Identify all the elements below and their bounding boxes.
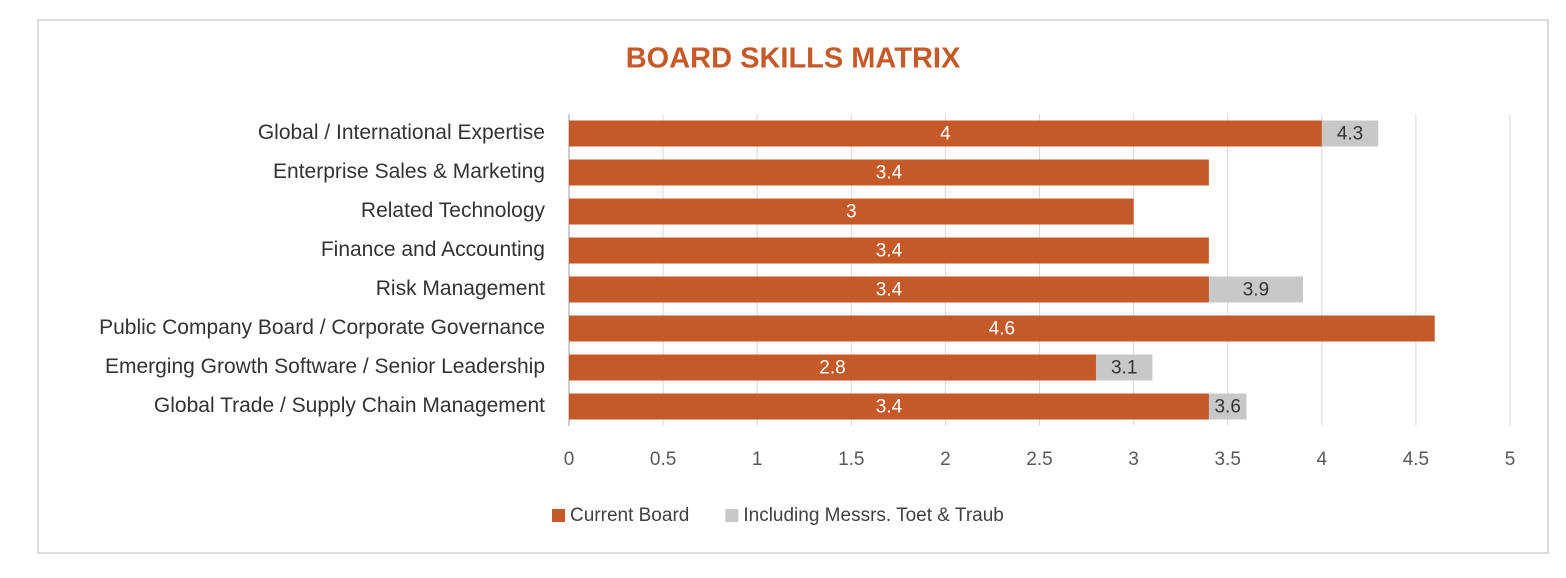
x-tick-label: 1.5 [838, 449, 864, 470]
data-label: 3.9 [1243, 280, 1269, 301]
bar [569, 393, 1209, 420]
bar [569, 315, 1435, 342]
bar [569, 237, 1209, 264]
x-tick-label: 2.5 [1026, 449, 1052, 470]
x-tick-label: 4 [1317, 449, 1328, 470]
chart-title: BOARD SKILLS MATRIX [626, 43, 961, 75]
legend-label: Including Messrs. Toet & Traub [743, 505, 1004, 526]
bar [569, 276, 1209, 303]
x-tick-label: 5 [1505, 449, 1516, 470]
x-tick-label: 0 [564, 449, 575, 470]
x-tick-label: 1 [752, 449, 763, 470]
x-tick-label: 0.5 [650, 449, 676, 470]
data-label: 4.6 [989, 319, 1015, 340]
data-label: 3.1 [1111, 358, 1137, 379]
data-label: 3.4 [876, 163, 903, 184]
data-label: 2.8 [819, 358, 845, 379]
y-tick-label: Risk Management [376, 277, 545, 300]
y-tick-label: Emerging Growth Software / Senior Leader… [105, 355, 545, 378]
y-tick-label: Global Trade / Supply Chain Management [154, 394, 545, 417]
data-label: 3.6 [1214, 397, 1240, 418]
legend-label: Current Board [570, 505, 689, 526]
x-tick-label: 3.5 [1214, 449, 1240, 470]
bar [569, 354, 1096, 381]
bar [569, 159, 1209, 186]
data-label: 3.4 [876, 280, 903, 301]
data-label: 3 [846, 202, 857, 223]
x-tick-label: 2 [940, 449, 951, 470]
y-tick-label: Global / International Expertise [258, 121, 545, 144]
y-tick-label: Related Technology [361, 199, 546, 222]
bar [569, 120, 1322, 147]
legend-swatch [725, 509, 739, 522]
bar [569, 198, 1134, 225]
data-label: 3.4 [876, 397, 903, 418]
y-tick-label: Enterprise Sales & Marketing [273, 160, 545, 183]
data-label: 4 [940, 124, 951, 145]
x-tick-label: 3 [1128, 449, 1139, 470]
y-tick-label: Public Company Board / Corporate Governa… [99, 316, 545, 339]
legend-swatch [552, 509, 565, 522]
y-tick-label: Finance and Accounting [321, 238, 545, 261]
data-label: 4.3 [1337, 124, 1363, 145]
data-label: 3.4 [876, 241, 903, 262]
x-tick-label: 4.5 [1403, 449, 1429, 470]
